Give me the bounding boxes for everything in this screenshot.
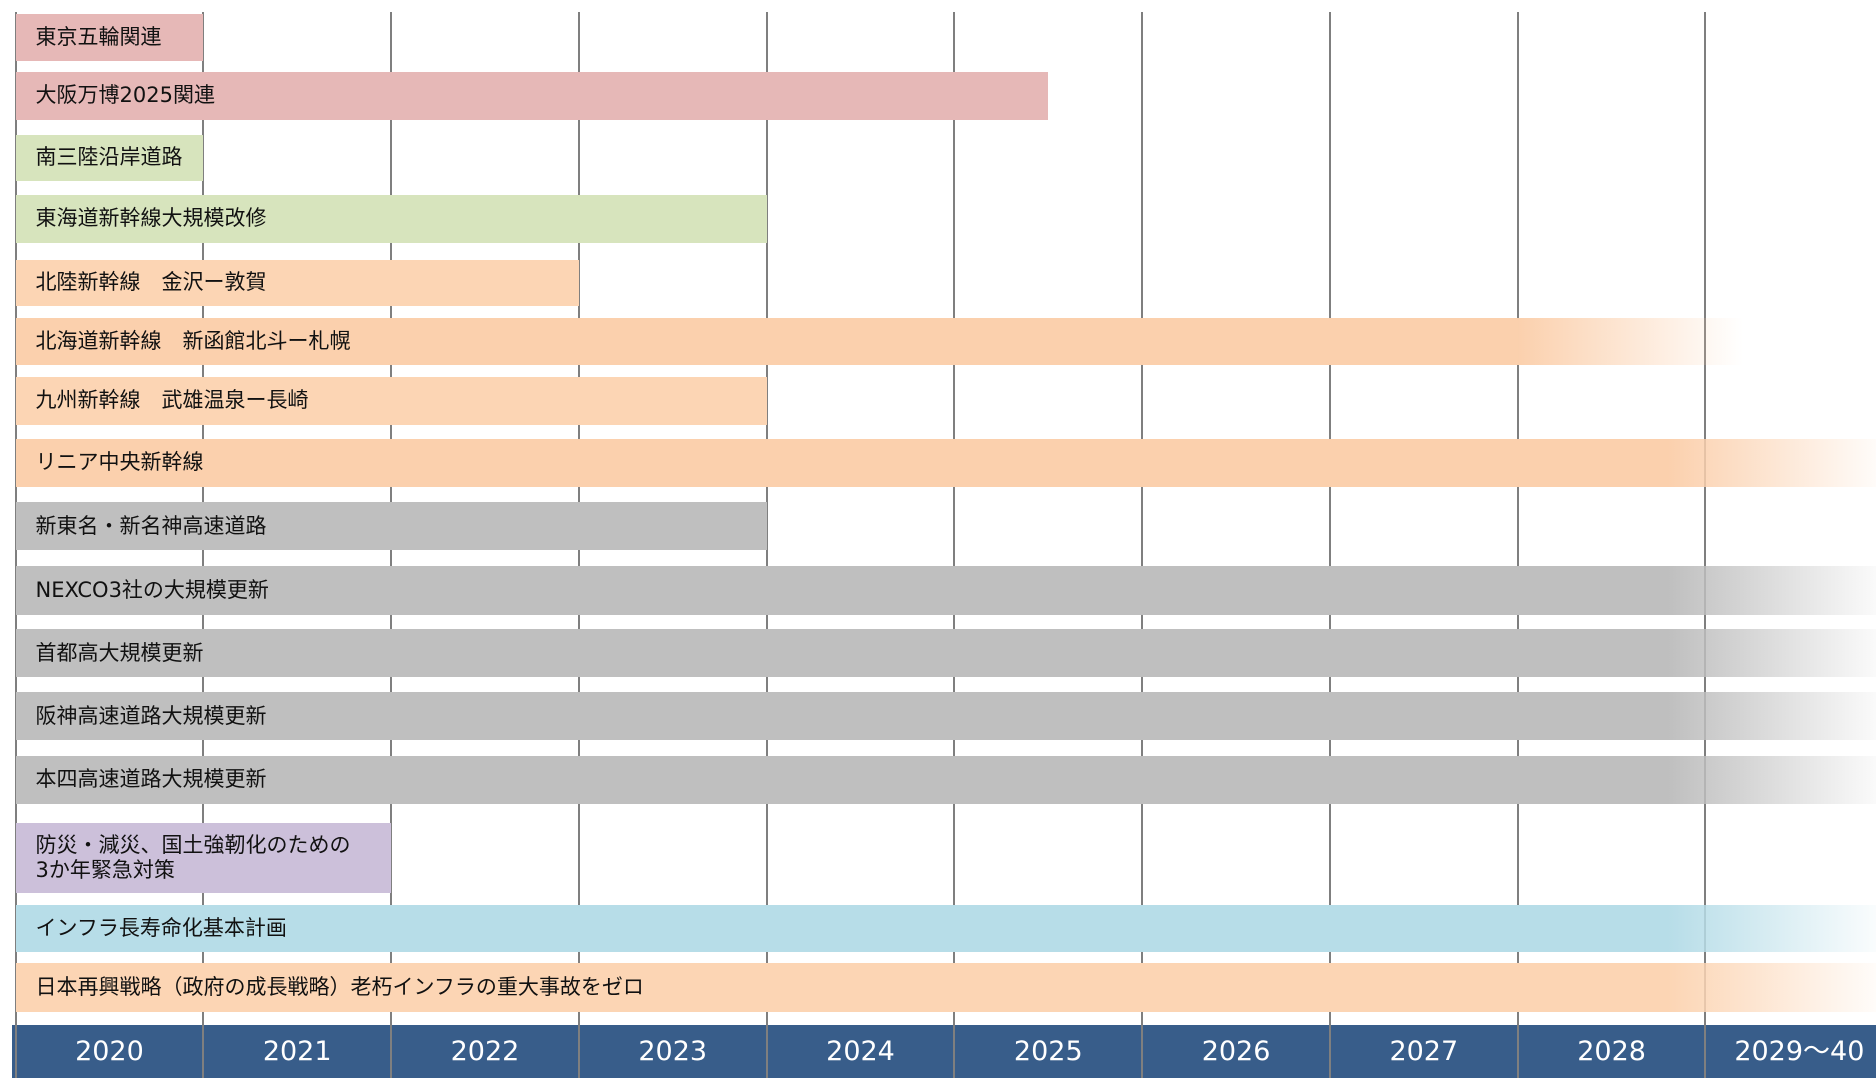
bar-label: 新東名・新名神高速道路	[35, 513, 267, 538]
grid-line	[1704, 11, 1707, 1078]
bar-label: 南三陸沿岸道路	[35, 145, 183, 170]
bar	[15, 135, 204, 181]
x-tick-label: 2029〜40	[1734, 1035, 1865, 1067]
bar-label: 首都高大規模更新	[35, 640, 204, 665]
x-tick-label: 2020	[75, 1035, 144, 1067]
grid-line	[1328, 11, 1331, 1078]
bar-label: 本四高速道路大規模更新	[35, 767, 267, 792]
bar	[15, 822, 392, 894]
bar-label: リニア中央新幹線	[35, 450, 204, 475]
x-tick-label: 2024	[826, 1035, 895, 1067]
bar	[15, 438, 1876, 487]
bar	[15, 259, 579, 307]
grid-line	[1516, 11, 1519, 1078]
axis-band	[11, 1024, 1876, 1078]
bar-label: 九州新幹線 武雄温泉ー長崎	[35, 388, 309, 413]
bar-label: NEXCO3社の大規模更新	[35, 577, 269, 602]
bar	[15, 14, 204, 61]
bar	[15, 318, 1744, 365]
bar	[15, 194, 767, 243]
bar-label: インフラ長寿命化基本計画	[35, 916, 287, 941]
bar-label: 阪神高速道路大規模更新	[35, 703, 267, 728]
bar	[15, 565, 1876, 615]
x-tick-label: 2026	[1201, 1035, 1271, 1067]
x-tick-label: 2025	[1013, 1035, 1083, 1067]
bar-label: 日本再興戦略（政府の成長戦略）老朽インフラの重大事故をゼロ	[35, 974, 644, 999]
bar-label: 防災・減災、国土強靭化のための 3か年緊急対策	[35, 833, 351, 883]
bar	[15, 962, 1876, 1012]
grid-line	[1141, 11, 1144, 1078]
x-tick-label: 2027	[1389, 1035, 1459, 1067]
bar	[15, 692, 1876, 741]
bar-label: 東海道新幹線大規模改修	[35, 206, 267, 231]
bar	[15, 905, 1876, 952]
bar	[15, 71, 1049, 120]
bar-label: 東京五輪関連	[35, 25, 162, 50]
bar	[15, 502, 767, 551]
x-tick-label: 2021	[262, 1035, 332, 1067]
x-tick-label: 2028	[1577, 1035, 1646, 1067]
bar	[15, 755, 1876, 804]
bar-label: 北陸新幹線 金沢ー敦賀	[35, 270, 267, 295]
grid-line	[765, 11, 768, 1078]
x-tick-label: 2022	[450, 1035, 520, 1067]
bar-label: 大阪万博2025関連	[35, 83, 215, 108]
x-tick-label: 2023	[638, 1035, 708, 1067]
bar-label: 北海道新幹線 新函館北斗ー札幌	[35, 328, 351, 353]
bar	[15, 629, 1876, 677]
bar	[15, 376, 767, 425]
grid-line	[953, 11, 956, 1078]
